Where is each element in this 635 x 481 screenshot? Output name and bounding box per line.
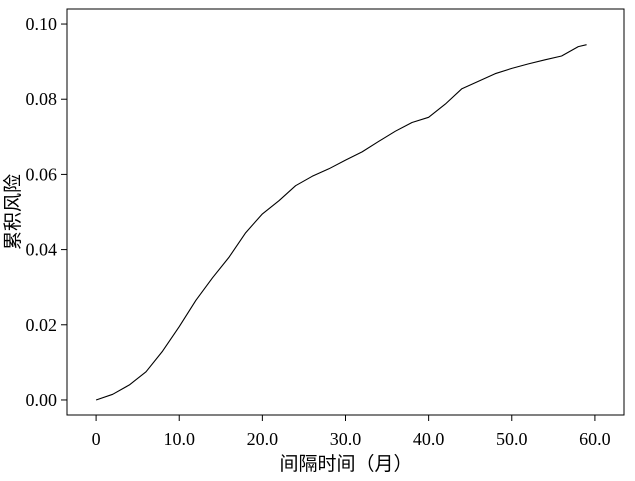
x-tick-label: 30.0 [330, 429, 362, 449]
y-axis-label: 累积风险 [2, 174, 24, 250]
x-tick-label: 10.0 [163, 429, 195, 449]
x-tick-label: 50.0 [496, 429, 528, 449]
x-tick-label: 0 [92, 429, 101, 449]
y-tick-label: 0.00 [26, 390, 58, 410]
series-line [95, 44, 587, 401]
y-tick-label: 0.04 [26, 240, 58, 260]
x-tick-label: 40.0 [413, 429, 445, 449]
y-tick-label: 0.06 [26, 164, 58, 184]
plot-frame [66, 8, 625, 416]
y-tick-label: 0.02 [26, 315, 58, 335]
x-tick-label: 60.0 [579, 429, 611, 449]
x-tick-label: 20.0 [247, 429, 279, 449]
y-tick-label: 0.10 [26, 14, 58, 34]
y-axis-ticks: 0.00 0.02 0.04 0.06 0.08 0.10 [26, 14, 67, 410]
series-layer [95, 44, 587, 401]
y-tick-label: 0.08 [26, 89, 58, 109]
x-axis-ticks: 0 10.0 20.0 30.0 40.0 50.0 60.0 [92, 415, 611, 449]
x-axis-label: 间隔时间（月） [279, 453, 412, 475]
